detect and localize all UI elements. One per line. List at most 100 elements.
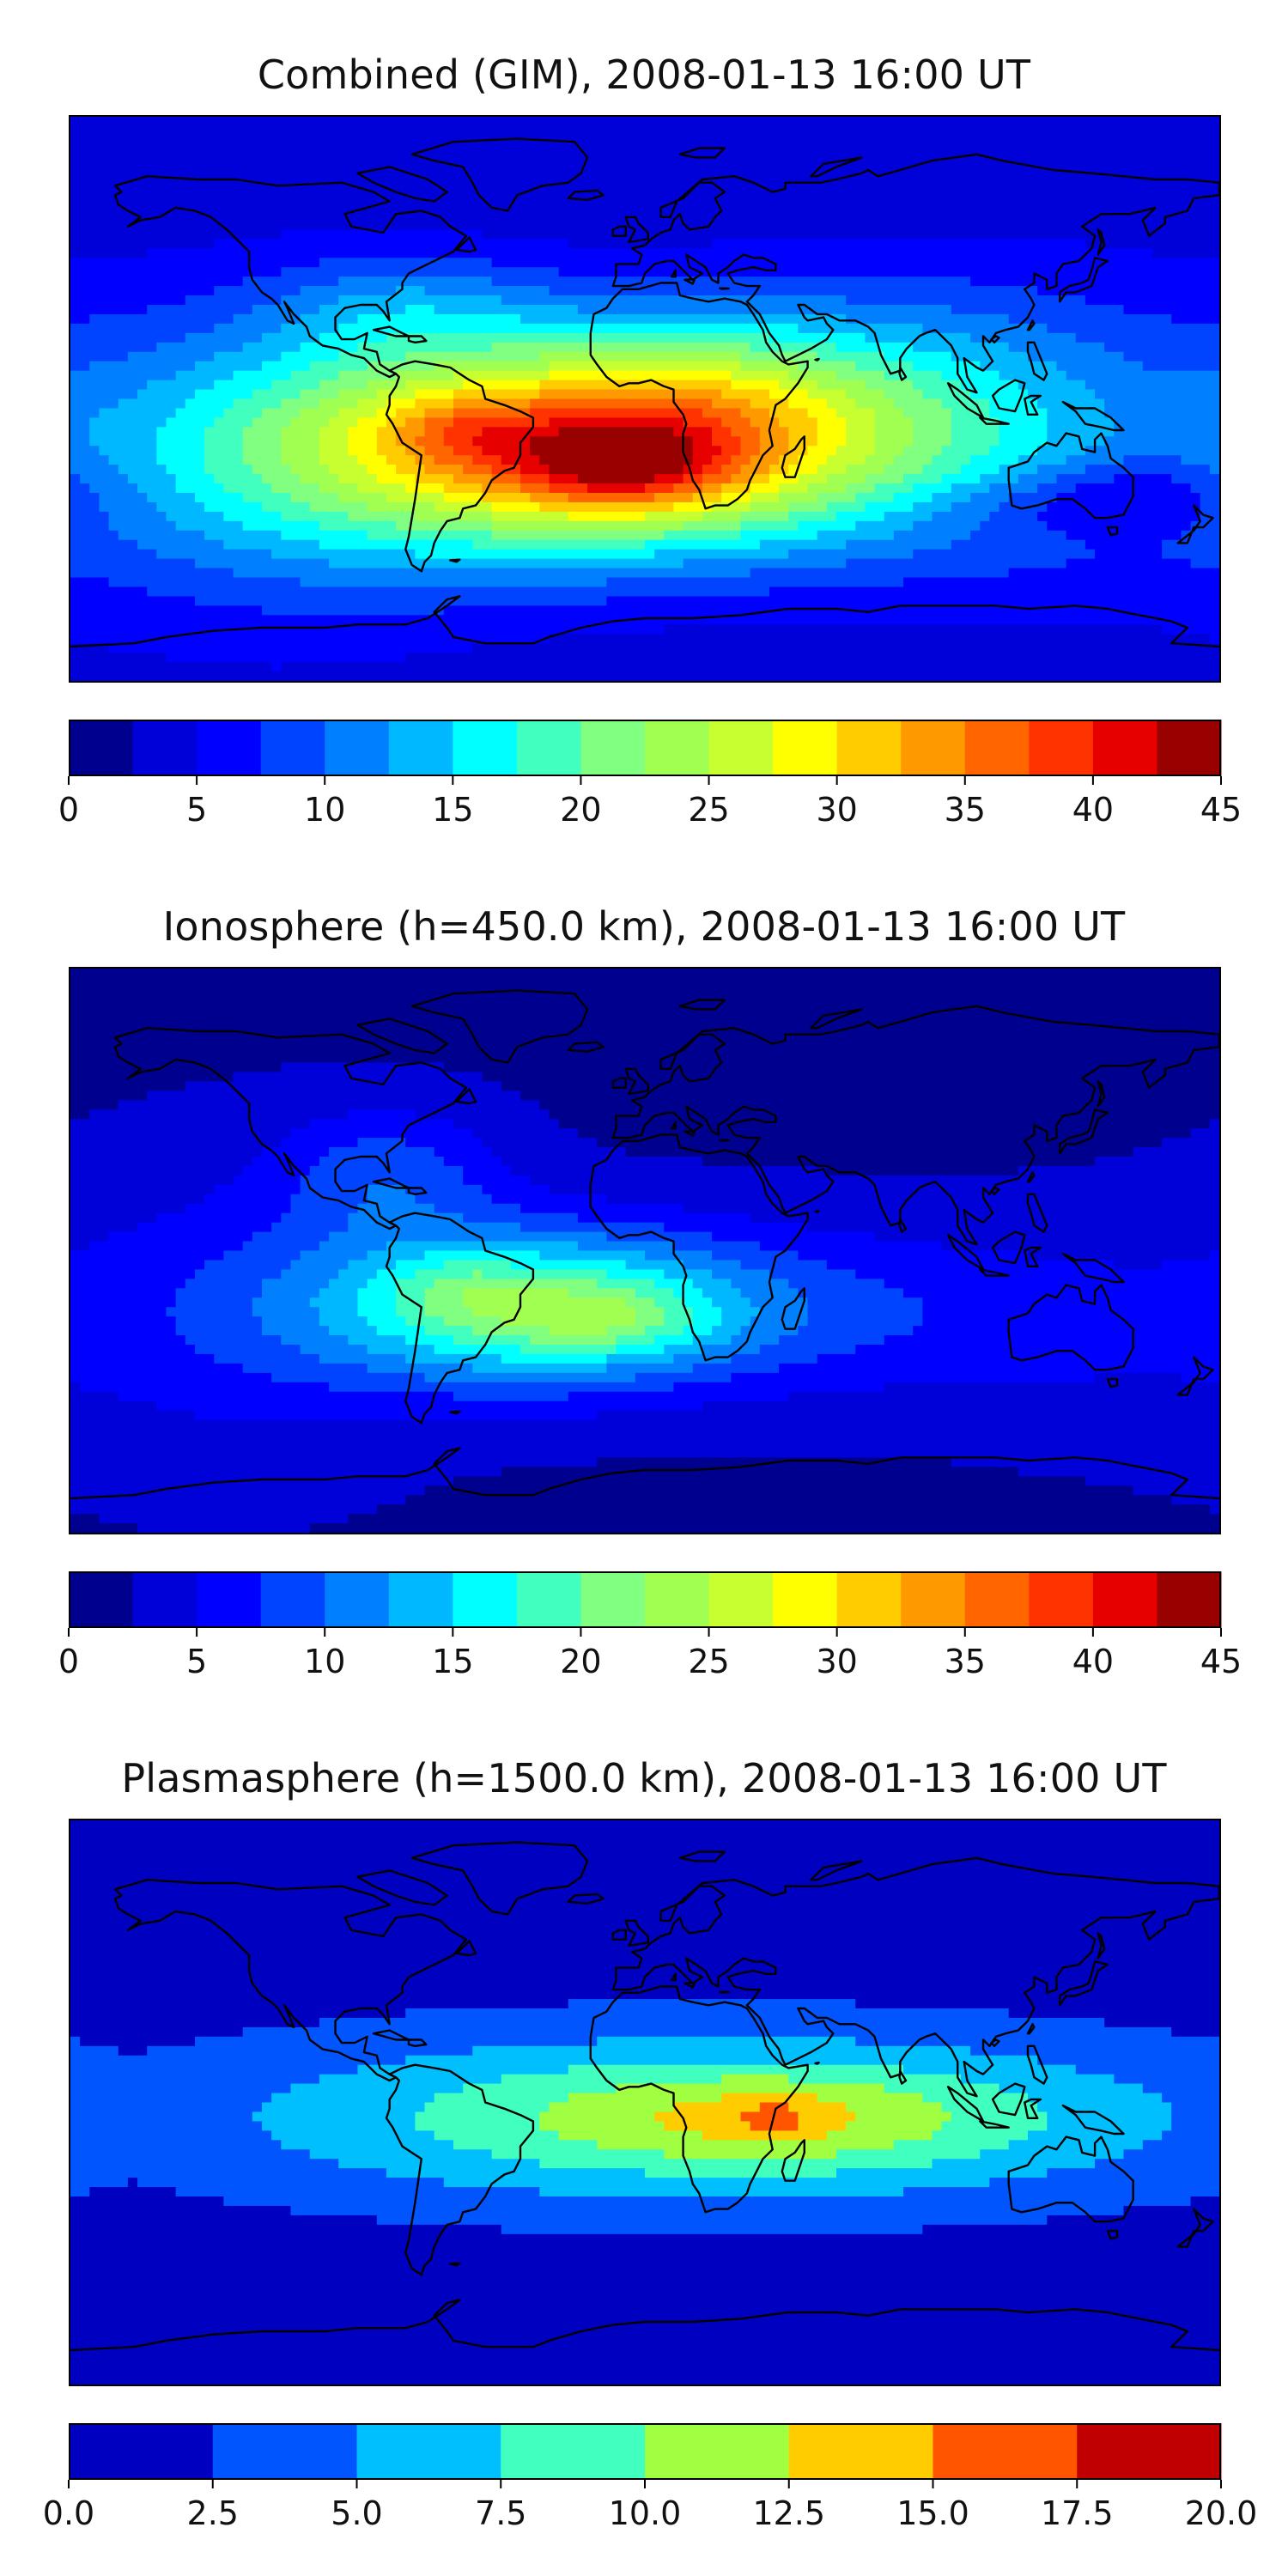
plasma-colorbar-tick-label: 5.0 bbox=[331, 2494, 382, 2532]
iono-coast-newfoundland bbox=[455, 1088, 477, 1105]
gim-colorbar-segment bbox=[708, 720, 774, 776]
plasma-colorbar-segment bbox=[645, 2423, 790, 2480]
plasma-colorbar-segment bbox=[501, 2423, 646, 2480]
gim-coast-greenland bbox=[410, 137, 589, 212]
plasma-coast-socotra bbox=[814, 2061, 820, 2065]
iono-coast-falklands bbox=[449, 1410, 461, 1415]
gim-coast-java bbox=[979, 416, 1010, 425]
iono-colorbar-segment bbox=[1157, 1571, 1222, 1628]
gim-colorbar-segment bbox=[773, 720, 838, 776]
iono-colorbar-segment bbox=[708, 1571, 774, 1628]
plasma-coast-new-guinea bbox=[1061, 2104, 1125, 2136]
gim-coast-novaya-zemlya bbox=[810, 156, 863, 178]
gim-colorbar-segment bbox=[453, 720, 518, 776]
gim-coastlines bbox=[70, 137, 1219, 648]
iono-colorbar-tick-label: 0 bbox=[58, 1643, 79, 1680]
iono-colorbar-segment bbox=[197, 1571, 262, 1628]
gim-coast-falklands bbox=[449, 558, 461, 563]
iono-colorbar-svg: 0 5 10 15 20 25 30 35 40 45 bbox=[58, 1571, 1242, 1680]
plasma-coast-greenland bbox=[410, 1841, 589, 1916]
plasma-title: Plasmasphere (h=1500.0 km), 2008-01-13 1… bbox=[121, 1755, 1167, 1801]
iono-coast-australia bbox=[1007, 1284, 1134, 1371]
gim-coast-eurasia bbox=[611, 153, 1219, 394]
iono-coast-sardinia bbox=[671, 1121, 677, 1130]
gim-coast-sicily bbox=[683, 277, 696, 285]
gim-colorbar-tick-label: 30 bbox=[816, 791, 857, 829]
gim-coast-sri-lanka bbox=[898, 366, 908, 381]
iono-coast-greenland bbox=[410, 989, 589, 1064]
gim-contour-map bbox=[70, 117, 1219, 681]
gim-colorbar-tick-label: 0 bbox=[58, 791, 79, 829]
plasma-coast-sardinia bbox=[671, 1972, 677, 1982]
plasma-coast-falklands bbox=[449, 2262, 461, 2267]
gim-colorbar-svg: 0 5 10 15 20 25 30 35 40 45 bbox=[58, 720, 1242, 829]
iono-coast-crete bbox=[719, 1139, 730, 1142]
gim-colorbar-tick-label: 10 bbox=[304, 791, 345, 829]
iono-colorbar-segment bbox=[836, 1571, 902, 1628]
plasma-colorbar-segment bbox=[933, 2423, 1078, 2480]
plasma-coast-antarctica bbox=[70, 2299, 1219, 2352]
plasma-colorbar-tick-label: 7.5 bbox=[475, 2494, 526, 2532]
iono-coast-new-zealand bbox=[1176, 1356, 1214, 1396]
iono-coast-africa bbox=[589, 1133, 809, 1362]
plasma-field-raster bbox=[70, 1820, 1219, 2385]
gim-colorbar-tick-label: 20 bbox=[560, 791, 601, 829]
gim-coast-hispaniola bbox=[407, 335, 428, 343]
iono-colorbar-segment bbox=[773, 1571, 838, 1628]
gim-colorbar-tick-label: 15 bbox=[432, 791, 473, 829]
gim-colorbar-segment bbox=[1029, 720, 1094, 776]
iono-coast-sri-lanka bbox=[898, 1218, 908, 1233]
plasma-colorbar-tick-label: 2.5 bbox=[187, 2494, 239, 2532]
plasma-colorbar-tick-label: 12.5 bbox=[752, 2494, 825, 2532]
gim-coast-ireland bbox=[611, 225, 627, 237]
plasma-coast-madagascar bbox=[781, 2139, 805, 2182]
gim-colorbar-segment bbox=[260, 720, 325, 776]
plasma-colorbar-tick-label: 10.0 bbox=[609, 2494, 682, 2532]
gim-coast-new-zealand bbox=[1176, 504, 1214, 544]
iono-contour-map bbox=[70, 969, 1219, 1533]
plasma-coast-sicily bbox=[683, 1981, 696, 1989]
iono-coast-cuba bbox=[372, 1177, 410, 1189]
iono-colorbar-segment bbox=[453, 1571, 518, 1628]
gim-title: Combined (GIM), 2008-01-13 16:00 UT bbox=[257, 52, 1031, 98]
iono-colorbar-tick-label: 30 bbox=[816, 1643, 857, 1680]
iono-colorbar-tick-label: 35 bbox=[945, 1643, 986, 1680]
iono-coast-eurasia bbox=[611, 1005, 1219, 1246]
gim-colorbar-segment bbox=[964, 720, 1030, 776]
gim-colorbar-segment bbox=[516, 720, 581, 776]
iono-colorbar-segment bbox=[964, 1571, 1030, 1628]
iono-coastlines bbox=[70, 989, 1219, 1500]
iono-colorbar-tick-label: 25 bbox=[688, 1643, 729, 1680]
plasma-colorbar-svg: 0.0 2.5 5.0 7.5 10.0 12.5 15.0 17.5 20.0 bbox=[43, 2423, 1257, 2532]
iono-coast-baffin bbox=[356, 1018, 448, 1054]
plasma-map bbox=[69, 1819, 1221, 2386]
gim-coast-newfoundland bbox=[455, 236, 477, 253]
plasma-coast-north-america bbox=[113, 1879, 468, 2082]
gim-colorbar-tick-label: 40 bbox=[1072, 791, 1114, 829]
iono-colorbar-segment bbox=[388, 1571, 453, 1628]
plasma-coast-sri-lanka bbox=[898, 2069, 908, 2085]
iono-coast-madagascar bbox=[781, 1287, 805, 1330]
gim-coast-sulawesi bbox=[1024, 394, 1042, 416]
gim-coast-sakhalin bbox=[1097, 228, 1106, 256]
gim-coast-socotra bbox=[814, 357, 820, 361]
gim-colorbar-segment bbox=[836, 720, 902, 776]
gim-colorbar-segment bbox=[325, 720, 390, 776]
plasma-colorbar-tick-label: 0.0 bbox=[43, 2494, 94, 2532]
iono-coast-sulawesi bbox=[1024, 1246, 1042, 1267]
plasma-contour-map bbox=[70, 1820, 1219, 2385]
iono-colorbar-tick-label: 20 bbox=[560, 1643, 601, 1680]
gim-coast-australia bbox=[1007, 432, 1134, 519]
iono-colorbar-tick-label: 40 bbox=[1072, 1643, 1114, 1680]
gim-field-raster bbox=[70, 117, 1219, 681]
iono-colorbar-outline bbox=[69, 1571, 1221, 1628]
gim-coast-new-guinea bbox=[1061, 400, 1125, 432]
plasma-coast-taiwan bbox=[1026, 2023, 1036, 2035]
iono-title: Ionosphere (h=450.0 km), 2008-01-13 16:0… bbox=[162, 903, 1126, 950]
iono-colorbar-tick-label: 5 bbox=[186, 1643, 207, 1680]
gim-coast-sardinia bbox=[671, 269, 677, 278]
iono-colorbar-segment bbox=[69, 1571, 134, 1628]
iono-coast-sakhalin bbox=[1097, 1080, 1106, 1108]
gim-colorbar-tick-label: 35 bbox=[945, 791, 986, 829]
